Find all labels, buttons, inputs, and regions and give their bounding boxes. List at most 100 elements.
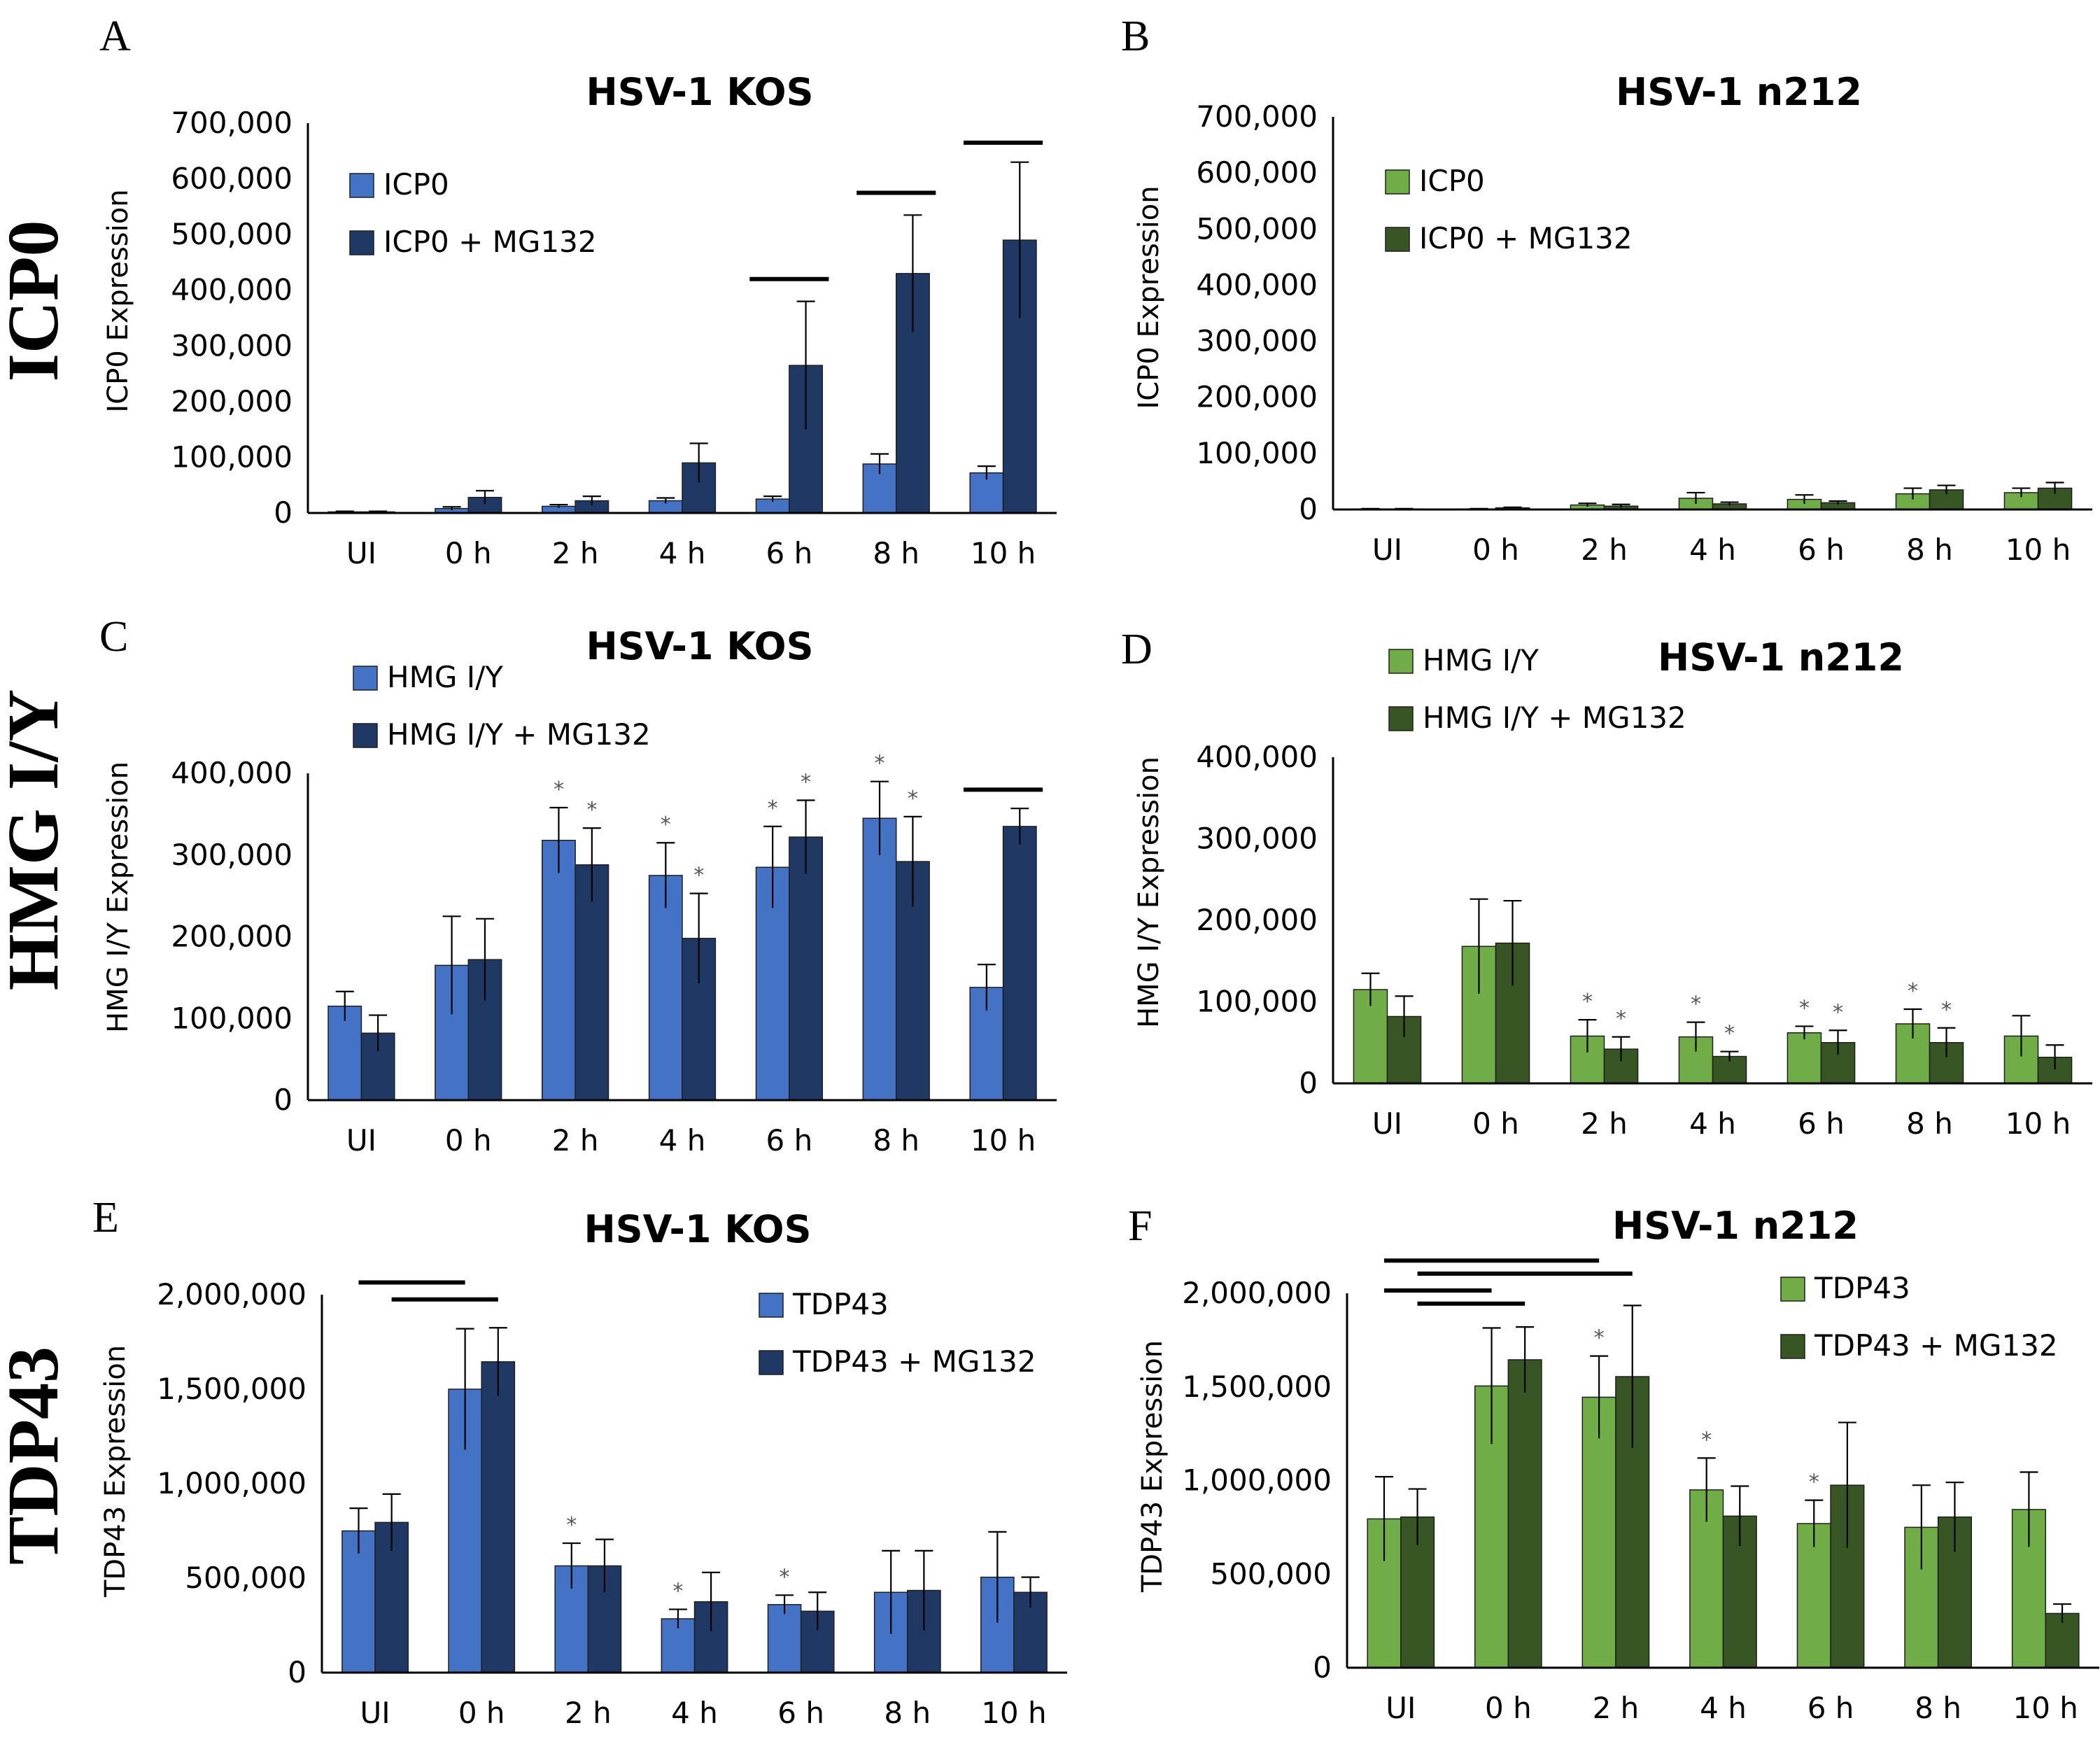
- y-tick-label: 2,000,000: [1182, 1276, 1332, 1310]
- panel-d: D HSV-1 n212 HMG I/Y Expression 0 100,000…: [1121, 626, 2092, 1141]
- y-tick-label: 1,000,000: [1182, 1463, 1332, 1498]
- bar: [542, 839, 576, 1101]
- x-tick-label: 10 h: [2006, 1106, 2071, 1141]
- y-axis-title-b: ICP0 Expression: [1133, 185, 1165, 409]
- legend-label: TDP43: [792, 1287, 889, 1321]
- y-axis-title-a: ICP0 Expression: [102, 189, 134, 412]
- y-tick-label: 0: [1299, 492, 1318, 526]
- significance-star: *: [566, 1513, 577, 1538]
- panel-letter-e: E: [92, 1194, 119, 1242]
- panel-letter-d: D: [1121, 626, 1153, 673]
- x-tick-label: 4 h: [659, 1123, 706, 1158]
- x-tick-label: 2 h: [565, 1696, 612, 1730]
- y-tick-label: 500,000: [1210, 1556, 1332, 1591]
- y-tick-label: 200,000: [1196, 903, 1318, 937]
- x-tick-label: 0 h: [458, 1696, 505, 1730]
- x-tick-label: 4 h: [659, 536, 706, 570]
- y-tick-label: 500,000: [185, 1561, 306, 1595]
- panel-e: E HSV-1 KOS TDP43 Expression 0 500,000 1,0…: [92, 1194, 1067, 1730]
- significance-star: *: [672, 1580, 683, 1604]
- panel-a: A HSV-1 KOS ICP0 Expression 0 100,000 200,…: [99, 13, 1057, 570]
- chart-title-d: HSV-1 n212: [1658, 635, 1904, 680]
- significance-star: *: [768, 796, 778, 821]
- bar: [648, 875, 683, 1101]
- bar: [789, 836, 823, 1101]
- legend-label: HMG I/Y + MG132: [1423, 701, 1686, 735]
- plot-area-b: 0 100,000 200,000 300,000 400,000 500,000 600,…: [1196, 99, 2092, 567]
- x-tick-label: 8 h: [873, 1123, 919, 1158]
- legend-label: ICP0 + MG132: [1419, 221, 1633, 255]
- significance-star: *: [875, 752, 885, 776]
- chart-title-f: HSV-1 n212: [1612, 1204, 1859, 1248]
- x-tick-label: UI: [360, 1696, 390, 1730]
- bar: [1002, 826, 1037, 1101]
- y-tick-label: 400,000: [1196, 740, 1318, 774]
- bar: [1787, 1032, 1822, 1084]
- x-tick-label: 4 h: [671, 1696, 718, 1730]
- significance-star: *: [693, 864, 704, 888]
- bar: [1507, 1359, 1542, 1668]
- x-tick-label: UI: [1386, 1691, 1416, 1725]
- y-tick-label: 1,500,000: [157, 1372, 306, 1406]
- x-tick-label: 8 h: [1906, 1106, 1953, 1141]
- legend-swatch: [1388, 649, 1414, 674]
- y-tick-label: 100,000: [171, 1001, 293, 1035]
- plot-area-a: 0 100,000 200,000 300,000 400,000 500,000 600,…: [171, 106, 1057, 570]
- chart-title-c: HSV-1 KOS: [586, 624, 814, 668]
- y-tick-label: 400,000: [1196, 267, 1318, 302]
- panel-letter-c: C: [99, 613, 128, 661]
- legend-label: HMG I/Y + MG132: [387, 717, 651, 752]
- significance-star: *: [1582, 990, 1593, 1014]
- x-tick-label: 2 h: [552, 1123, 599, 1158]
- x-tick-label: 4 h: [1700, 1691, 1747, 1725]
- legend-swatch: [353, 723, 378, 748]
- y-tick-label: 0: [274, 1083, 293, 1117]
- x-tick-label: 10 h: [981, 1696, 1046, 1730]
- significance-star: *: [1724, 1022, 1735, 1046]
- chart-title-b: HSV-1 n212: [1616, 70, 1862, 114]
- plot-area-d: 0 100,000 200,000 300,000 400,000 UI 0 h 2 h 4 h…: [1196, 643, 2092, 1141]
- y-tick-label: 500,000: [171, 217, 293, 251]
- significance-star: *: [586, 798, 597, 822]
- significance-star: *: [1809, 1470, 1819, 1495]
- legend-swatch: [759, 1350, 784, 1375]
- x-tick-label: 0 h: [445, 536, 492, 570]
- x-tick-label: 6 h: [766, 1123, 813, 1158]
- plot-area-c: 0 100,000 200,000 300,000 400,000 UI 0 h 2 h 4 h…: [171, 660, 1057, 1158]
- y-tick-label: 400,000: [171, 756, 293, 790]
- y-tick-label: 300,000: [1196, 324, 1318, 358]
- bar: [341, 1530, 376, 1673]
- y-tick-label: 600,000: [1196, 155, 1318, 190]
- y-tick-label: 300,000: [171, 328, 293, 363]
- x-tick-label: UI: [1372, 533, 1402, 567]
- y-tick-label: 300,000: [1196, 822, 1318, 856]
- legend-swatch: [759, 1293, 784, 1318]
- legend-swatch: [349, 230, 374, 255]
- significance-star: *: [1594, 1326, 1605, 1351]
- x-tick-label: 4 h: [1689, 533, 1736, 567]
- x-tick-label: 10 h: [2013, 1691, 2078, 1725]
- row-label-tdp43: TDP43: [0, 1346, 73, 1565]
- x-tick-label: 6 h: [1807, 1691, 1854, 1725]
- y-tick-label: 500,000: [1196, 211, 1318, 246]
- legend-label: ICP0: [383, 167, 449, 202]
- legend-swatch: [1385, 227, 1410, 252]
- x-tick-label: 2 h: [552, 536, 599, 570]
- x-tick-label: 10 h: [971, 536, 1036, 570]
- x-tick-label: 2 h: [1581, 1106, 1628, 1141]
- bar: [481, 1361, 516, 1673]
- x-tick-label: 0 h: [445, 1123, 492, 1158]
- panel-letter-f: F: [1128, 1202, 1152, 1250]
- y-tick-label: 1,500,000: [1182, 1370, 1332, 1404]
- bar: [862, 817, 897, 1101]
- significance-star: *: [1701, 1428, 1712, 1452]
- x-tick-label: 8 h: [873, 536, 919, 570]
- panel-letter-b: B: [1121, 13, 1150, 60]
- significance-star: *: [1616, 1007, 1626, 1032]
- significance-star: *: [1799, 996, 1810, 1020]
- y-tick-label: 2,000,000: [157, 1277, 306, 1311]
- chart-title-a: HSV-1 KOS: [586, 70, 814, 114]
- x-tick-label: 2 h: [1581, 533, 1628, 567]
- y-tick-label: 100,000: [171, 439, 293, 474]
- y-axis-title-f: TDP43 Expression: [1136, 1340, 1169, 1593]
